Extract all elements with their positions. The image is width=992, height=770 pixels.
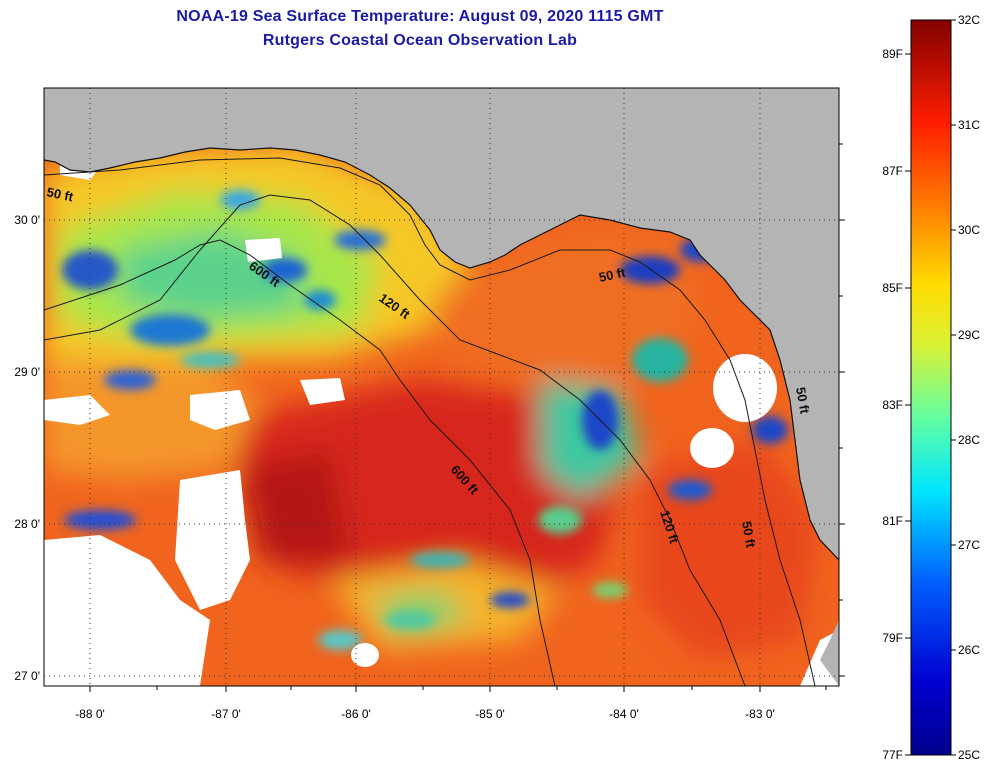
colorbar-f-label-77: 77F [882, 748, 903, 762]
colorbar-gradient [910, 19, 952, 756]
temperature-colorbar: 89F 87F 85F 83F 81F 79F 77F 32C 31C 30C … [882, 13, 980, 762]
axis-ticks [89, 143, 845, 692]
lat-label-29: 29 0' [14, 365, 40, 379]
contour-label-50ft-east: 50 ft [793, 386, 813, 416]
colorbar-f-label-81: 81F [882, 514, 903, 528]
latitude-labels: 30 0' 29 0' 28 0' 27 0' [14, 213, 40, 683]
contour-120ft [44, 194, 746, 686]
coastline [44, 147, 839, 561]
colorbar-c-label-25: 25C [958, 748, 980, 762]
colorbar-f-label-79: 79F [882, 631, 903, 645]
colorbar-c-label-26: 26C [958, 643, 980, 657]
lat-label-27: 27 0' [14, 669, 40, 683]
colorbar-c-label-27: 27C [958, 538, 980, 552]
map-subtitle: Rutgers Coastal Ocean Observation Lab [262, 32, 578, 49]
colorbar-c-label-32: 32C [958, 13, 980, 27]
contour-label-50ft-south: 50 ft [739, 520, 759, 550]
map-panel: 50 ft 600 ft 120 ft 50 ft 600 ft 120 ft … [44, 88, 839, 686]
colorbar-c-label-30: 30C [958, 223, 980, 237]
colorbar-c-label-29: 29C [958, 328, 980, 342]
contour-label-50ft-bigbend: 50 ft [598, 265, 628, 285]
contour-600ft [44, 239, 556, 686]
lon-label-83: -83 0' [745, 707, 775, 721]
colorbar-f-label-89: 89F [882, 47, 903, 61]
lon-label-85: -85 0' [475, 707, 505, 721]
lon-label-87: -87 0' [211, 707, 241, 721]
colorbar-f-label-83: 83F [882, 398, 903, 412]
map-border [43, 87, 840, 687]
contour-50ft-north [44, 157, 816, 686]
longitude-labels: -88 0' -87 0' -86 0' -85 0' -84 0' -83 0… [75, 707, 775, 721]
contour-label-50ft-west: 50 ft [45, 184, 75, 204]
lat-label-30: 30 0' [14, 213, 40, 227]
lon-label-84: -84 0' [609, 707, 639, 721]
colorbar-f-label-87: 87F [882, 164, 903, 178]
map-title: NOAA-19 Sea Surface Temperature: August … [176, 8, 664, 25]
colorbar-c-label-28: 28C [958, 433, 980, 447]
lat-label-28: 28 0' [14, 517, 40, 531]
bathymetry-contours [44, 157, 816, 686]
lon-label-88: -88 0' [75, 707, 105, 721]
colorbar-c-label-31: 31C [958, 118, 980, 132]
cloud-mask [44, 110, 839, 686]
lon-label-86: -86 0' [341, 707, 371, 721]
sst-detail [62, 150, 788, 650]
land-mass [44, 88, 839, 686]
colorbar-f-label-85: 85F [882, 281, 903, 295]
